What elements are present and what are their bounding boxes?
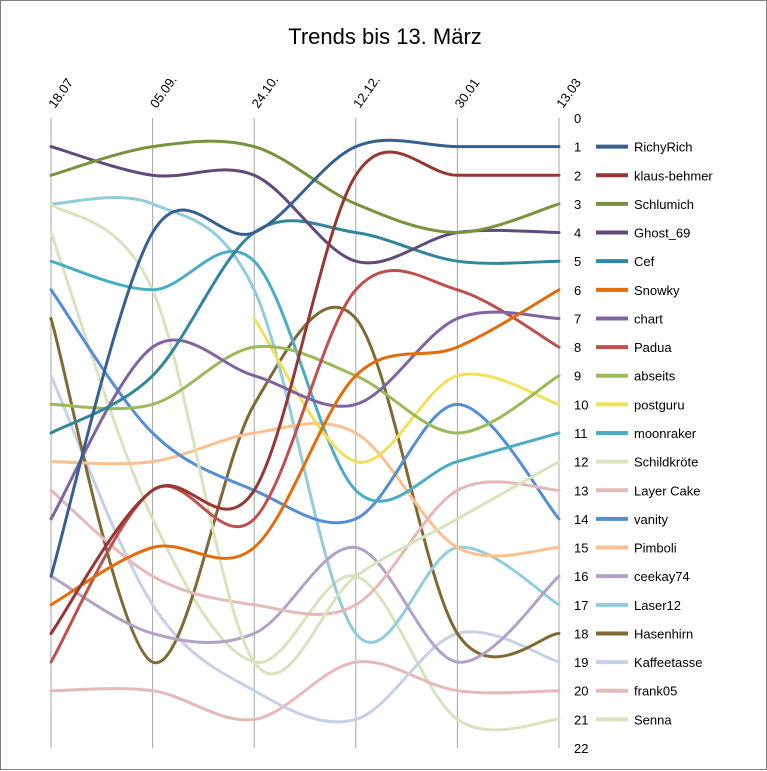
legend-label: klaus-behmer bbox=[634, 168, 713, 183]
x-tick-label: 18.07 bbox=[45, 75, 76, 110]
legend-label: Hasenhirn bbox=[634, 626, 693, 641]
series-line-richyrich bbox=[49, 138, 561, 578]
legend-label: frank05 bbox=[634, 684, 677, 699]
legend-label: RichyRich bbox=[634, 140, 693, 155]
chart-title: Trends bis 13. März bbox=[288, 24, 482, 49]
y-tick-label: 7 bbox=[574, 311, 581, 326]
series-line-abseits bbox=[49, 344, 561, 435]
x-tick-label: 13.03 bbox=[553, 75, 584, 110]
series-line-layer-cake bbox=[49, 480, 561, 616]
y-tick-label: 19 bbox=[574, 655, 588, 670]
y-tick-label: 15 bbox=[574, 541, 588, 556]
y-tick-label: 6 bbox=[574, 283, 581, 298]
series-line-snowky bbox=[49, 288, 561, 607]
y-tick-label: 14 bbox=[574, 512, 588, 527]
y-tick-label: 0 bbox=[574, 111, 581, 126]
y-tick-label: 9 bbox=[574, 369, 581, 384]
legend-label: Kaffeetasse bbox=[634, 655, 702, 670]
legend-label: ceekay74 bbox=[634, 569, 690, 584]
series-line-postguru bbox=[252, 317, 561, 464]
x-tick-label: 12.12. bbox=[350, 72, 383, 110]
series-line-senna bbox=[49, 231, 561, 732]
legend-label: Ghost_69 bbox=[634, 226, 690, 241]
y-tick-label: 1 bbox=[574, 140, 581, 155]
x-tick-label: 30.01 bbox=[452, 75, 483, 110]
y-tick-label: 11 bbox=[574, 426, 588, 441]
legend-label: vanity bbox=[634, 512, 668, 527]
y-tick-label: 18 bbox=[574, 626, 588, 641]
y-tick-label: 17 bbox=[574, 598, 588, 613]
series-line-frank05 bbox=[49, 660, 561, 722]
series-line-schildkr-te bbox=[49, 202, 561, 676]
series-line-ceekay74 bbox=[49, 545, 561, 664]
y-tick-label: 21 bbox=[574, 712, 588, 727]
y-tick-label: 16 bbox=[574, 569, 588, 584]
legend-label: Schlumich bbox=[634, 197, 694, 212]
series-line-pimboli bbox=[49, 421, 561, 558]
legend-label: moonraker bbox=[634, 426, 697, 441]
y-tick-label: 8 bbox=[574, 340, 581, 355]
y-tick-label: 3 bbox=[574, 197, 581, 212]
series-line-hasenhirn bbox=[49, 305, 561, 664]
y-tick-label: 22 bbox=[574, 741, 588, 756]
legend-label: abseits bbox=[634, 369, 676, 384]
legend-label: Schildkröte bbox=[634, 455, 698, 470]
y-tick-label: 20 bbox=[574, 684, 588, 699]
legend-label: Snowky bbox=[634, 283, 680, 298]
series-line-padua bbox=[49, 269, 561, 664]
series-line-ghost-69 bbox=[49, 145, 561, 265]
y-tick-label: 4 bbox=[574, 226, 581, 241]
x-tick-label: 24.10. bbox=[248, 72, 281, 110]
legend-label: Padua bbox=[634, 340, 672, 355]
legend-label: Pimboli bbox=[634, 541, 677, 556]
legend-label: Laser12 bbox=[634, 598, 681, 613]
y-tick-label: 13 bbox=[574, 483, 588, 498]
legend-label: Cef bbox=[634, 254, 655, 269]
x-tick-label: 05.09. bbox=[147, 72, 180, 110]
y-tick-label: 10 bbox=[574, 397, 588, 412]
legend-label: chart bbox=[634, 311, 663, 326]
series-line-klaus-behmer bbox=[49, 150, 561, 635]
series-line-chart bbox=[49, 310, 561, 521]
legend-label: postguru bbox=[634, 397, 685, 412]
y-tick-label: 12 bbox=[574, 455, 588, 470]
y-tick-label: 5 bbox=[574, 254, 581, 269]
legend-label: Layer Cake bbox=[634, 483, 700, 498]
series-line-cef bbox=[49, 219, 561, 435]
series-line-moonraker bbox=[49, 249, 561, 503]
series-line-schlumich bbox=[49, 139, 561, 234]
legend-label: Senna bbox=[634, 712, 672, 727]
y-tick-label: 2 bbox=[574, 168, 581, 183]
